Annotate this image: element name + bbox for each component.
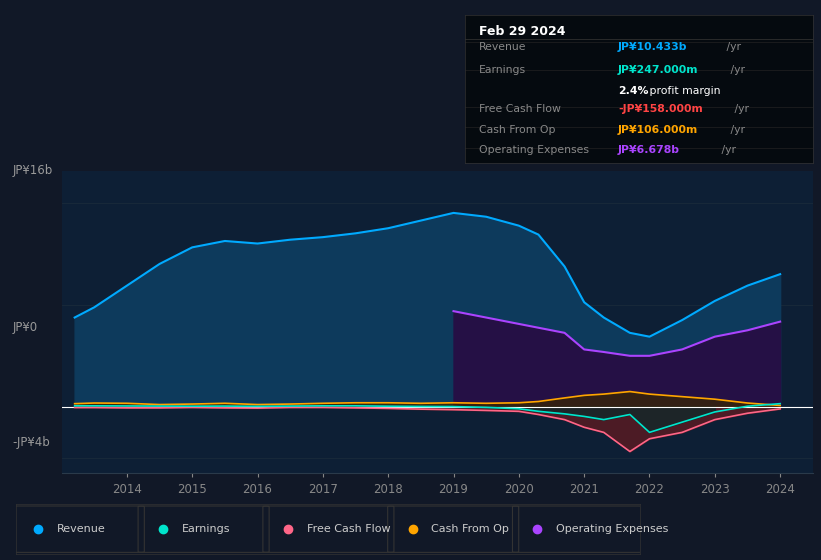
- Text: Cash From Op: Cash From Op: [431, 524, 509, 534]
- Text: /yr: /yr: [722, 41, 741, 52]
- Text: Feb 29 2024: Feb 29 2024: [479, 25, 566, 38]
- Text: Revenue: Revenue: [479, 41, 526, 52]
- Text: -JP¥4b: -JP¥4b: [12, 436, 50, 449]
- Text: 2.4%: 2.4%: [618, 86, 649, 96]
- Text: JP¥16b: JP¥16b: [12, 164, 53, 178]
- Text: Free Cash Flow: Free Cash Flow: [479, 104, 561, 114]
- Text: -JP¥158.000m: -JP¥158.000m: [618, 104, 703, 114]
- Text: JP¥106.000m: JP¥106.000m: [618, 124, 699, 134]
- Text: Earnings: Earnings: [181, 524, 230, 534]
- Text: JP¥6.678b: JP¥6.678b: [618, 145, 680, 155]
- Text: Operating Expenses: Operating Expenses: [479, 145, 589, 155]
- Text: JP¥10.433b: JP¥10.433b: [618, 41, 688, 52]
- Text: /yr: /yr: [727, 124, 745, 134]
- Text: /yr: /yr: [727, 66, 745, 76]
- Text: profit margin: profit margin: [646, 86, 721, 96]
- Text: Free Cash Flow: Free Cash Flow: [306, 524, 390, 534]
- Text: Revenue: Revenue: [57, 524, 106, 534]
- Text: /yr: /yr: [718, 145, 736, 155]
- Text: JP¥0: JP¥0: [12, 321, 38, 334]
- Text: Cash From Op: Cash From Op: [479, 124, 556, 134]
- Text: Earnings: Earnings: [479, 66, 526, 76]
- Text: JP¥247.000m: JP¥247.000m: [618, 66, 699, 76]
- Text: Operating Expenses: Operating Expenses: [556, 524, 668, 534]
- Text: /yr: /yr: [731, 104, 749, 114]
